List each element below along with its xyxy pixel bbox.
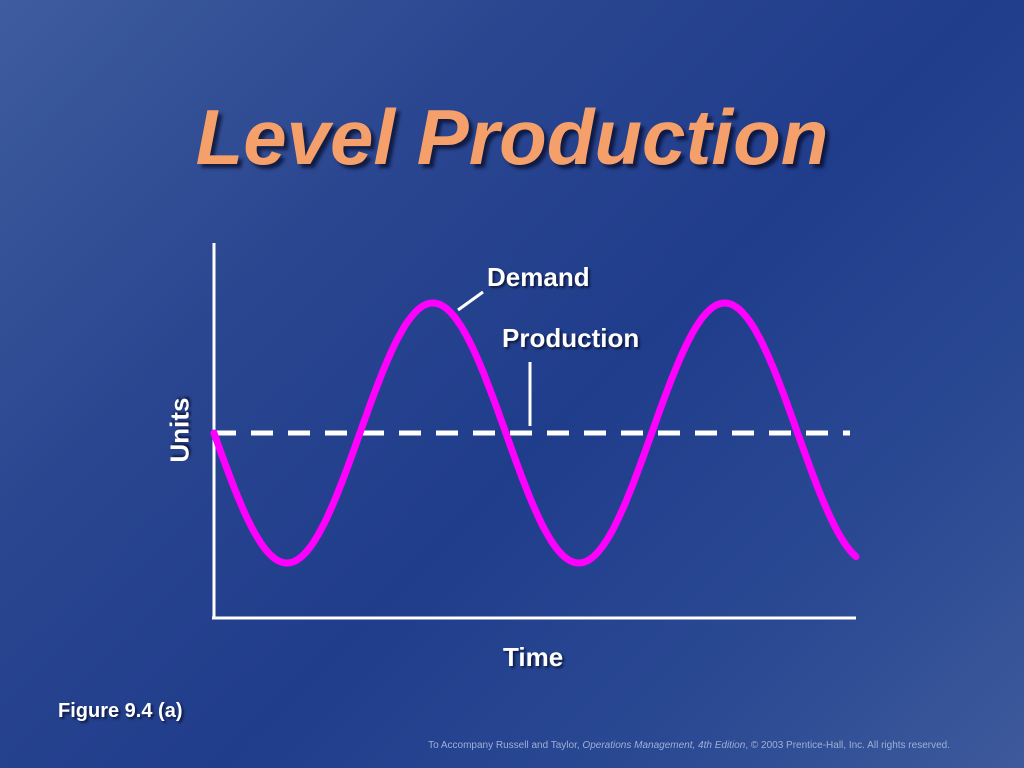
demand-curve — [210, 299, 860, 567]
demand-leader-line — [457, 290, 484, 312]
production-label: Production — [502, 323, 640, 353]
slide-title: Level Production — [195, 93, 829, 181]
footer-prefix: To Accompany Russell and Taylor, — [428, 740, 583, 751]
y-axis-label: Units — [164, 397, 195, 463]
footer-book-title: Operations Management, 4th Edition — [582, 740, 746, 751]
demand-label: Demand — [487, 262, 590, 292]
footer-suffix: , © 2003 Prentice-Hall, Inc. All rights … — [745, 740, 950, 751]
x-axis-label: Time — [503, 642, 564, 672]
footer-copyright: To Accompany Russell and Taylor, Operati… — [428, 740, 950, 751]
figure-label: Figure 9.4 (a) — [58, 700, 183, 722]
